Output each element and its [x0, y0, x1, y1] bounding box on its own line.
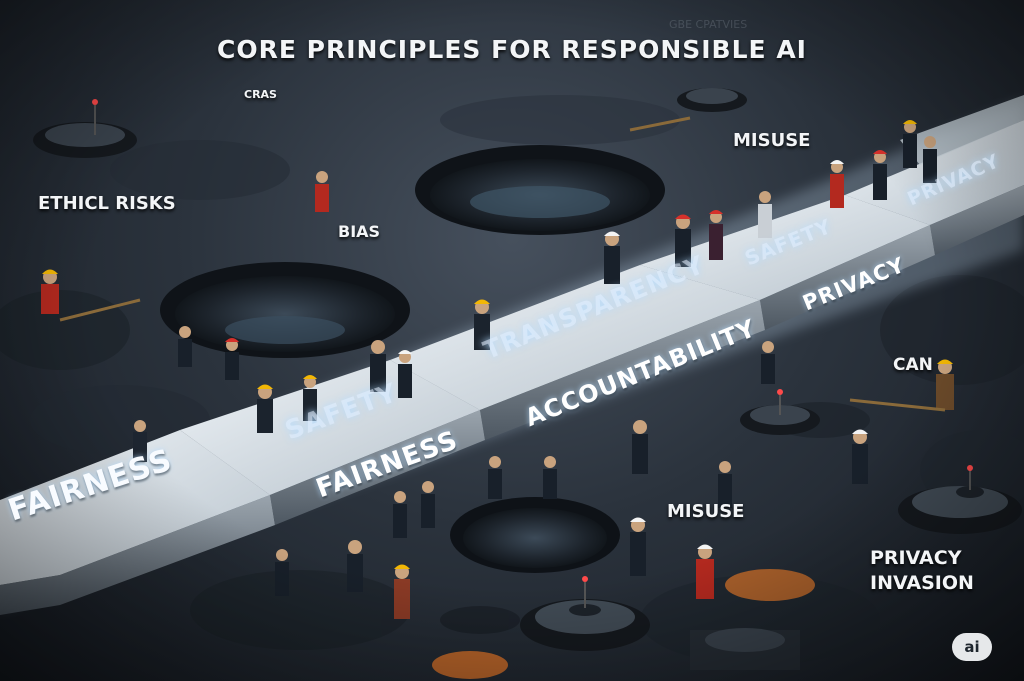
risk-label-can: CAN	[893, 355, 933, 375]
risk-label-bias: BIAS	[338, 222, 381, 241]
risk-label-privacy-invasion-1: PRIVACY	[870, 547, 962, 569]
risk-label-privacy-invasion-2: INVASION	[870, 572, 974, 594]
risk-label-ethical-risks: ETHICL RISKS	[38, 193, 176, 214]
risk-label-misuse-bottom: MISUSE	[667, 501, 745, 522]
risk-label-misuse-top: MISUSE	[733, 130, 811, 151]
page-title: CORE PRINCIPLES FOR RESPONSIBLE AI	[217, 35, 807, 64]
watermark: GBE CPATVIES	[669, 18, 748, 31]
ai-badge-icon: ai	[952, 633, 992, 661]
risk-label-cras: CRAS	[244, 88, 277, 101]
